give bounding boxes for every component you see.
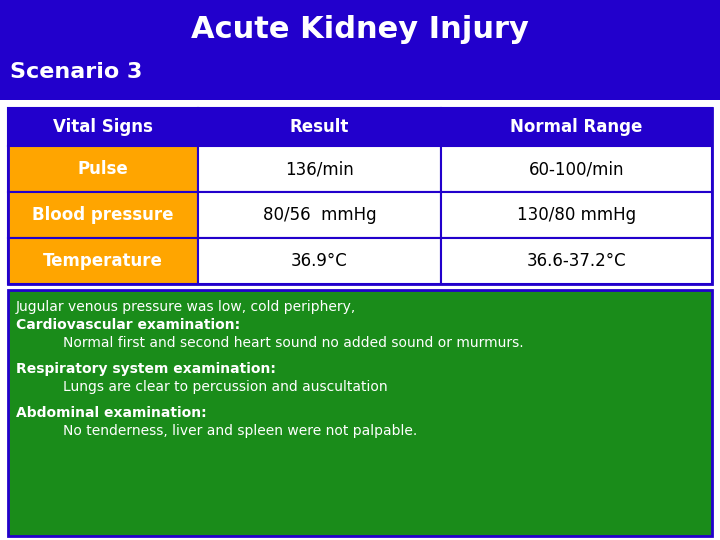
FancyBboxPatch shape [8,238,198,284]
Text: Abdominal examination:: Abdominal examination: [16,406,207,420]
Text: Lungs are clear to percussion and auscultation: Lungs are clear to percussion and auscul… [63,380,387,394]
FancyBboxPatch shape [198,146,441,192]
Text: 136/min: 136/min [285,160,354,178]
FancyBboxPatch shape [198,108,441,146]
Text: Pulse: Pulse [78,160,128,178]
FancyBboxPatch shape [8,108,198,146]
FancyBboxPatch shape [441,192,712,238]
FancyBboxPatch shape [441,146,712,192]
Text: Result: Result [290,118,349,136]
Text: 36.9°C: 36.9°C [291,252,348,270]
Text: Cardiovascular examination:: Cardiovascular examination: [16,318,240,332]
Text: Acute Kidney Injury: Acute Kidney Injury [191,16,529,44]
Text: No tenderness, liver and spleen were not palpable.: No tenderness, liver and spleen were not… [63,424,418,438]
Text: 130/80 mmHg: 130/80 mmHg [517,206,636,224]
Text: Blood pressure: Blood pressure [32,206,174,224]
Text: 80/56  mmHg: 80/56 mmHg [263,206,377,224]
FancyBboxPatch shape [8,192,198,238]
FancyBboxPatch shape [8,290,712,536]
Text: Jugular venous pressure was low, cold periphery,: Jugular venous pressure was low, cold pe… [16,300,356,314]
Text: 60-100/min: 60-100/min [528,160,624,178]
FancyBboxPatch shape [198,238,441,284]
FancyBboxPatch shape [8,146,198,192]
FancyBboxPatch shape [0,0,720,100]
Text: Respiratory system examination:: Respiratory system examination: [16,362,276,376]
Text: Normal Range: Normal Range [510,118,643,136]
FancyBboxPatch shape [441,108,712,146]
Text: 36.6-37.2°C: 36.6-37.2°C [526,252,626,270]
Text: Normal first and second heart sound no added sound or murmurs.: Normal first and second heart sound no a… [63,336,523,350]
Text: Vital Signs: Vital Signs [53,118,153,136]
FancyBboxPatch shape [198,192,441,238]
Text: Temperature: Temperature [43,252,163,270]
FancyBboxPatch shape [441,238,712,284]
Text: Scenario 3: Scenario 3 [10,62,143,82]
